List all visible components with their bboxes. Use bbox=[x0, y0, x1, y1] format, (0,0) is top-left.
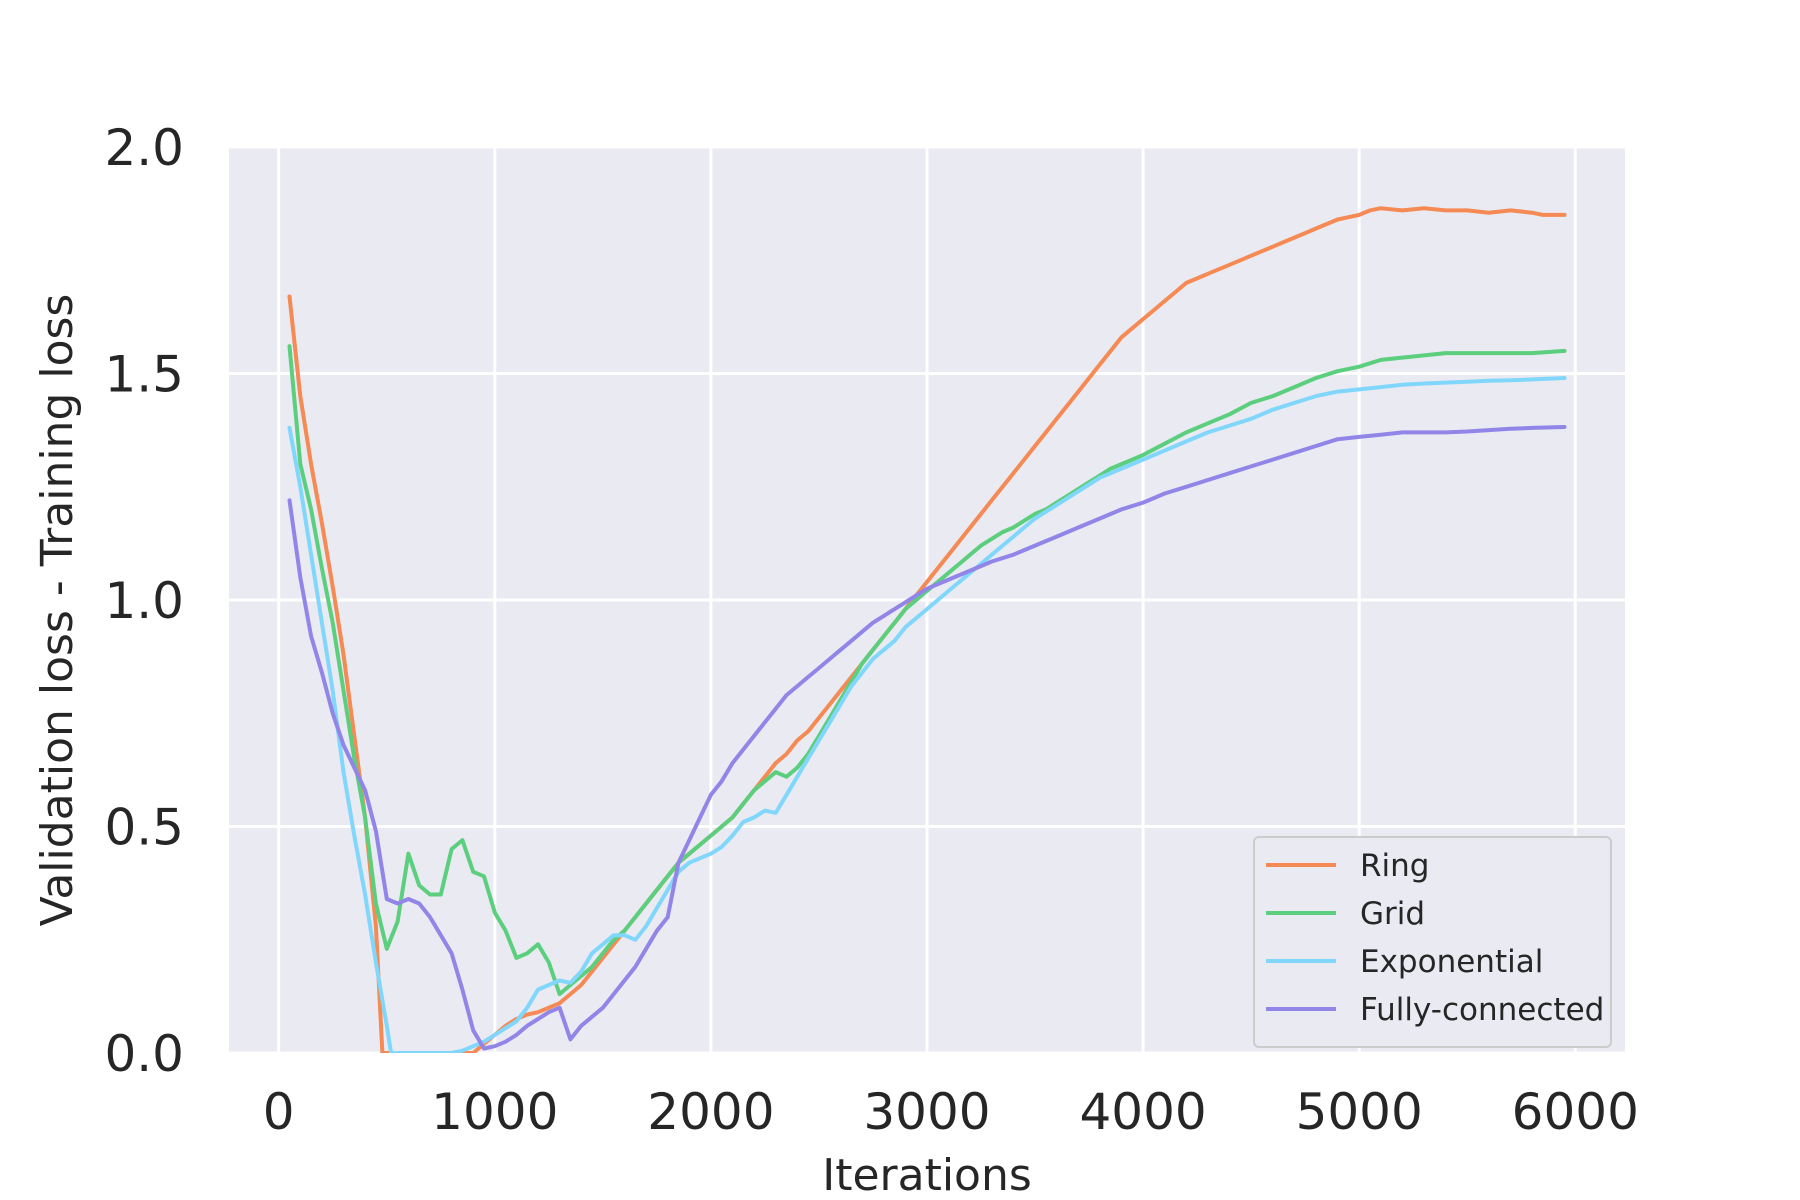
y-tick-label: 0.0 bbox=[104, 1025, 184, 1083]
legend-label: Grid bbox=[1360, 896, 1425, 932]
x-axis-label: Iterations bbox=[822, 1150, 1032, 1200]
y-tick-label: 1.0 bbox=[104, 572, 184, 630]
x-tick-label: 6000 bbox=[1512, 1083, 1639, 1141]
x-tick-label: 1000 bbox=[431, 1083, 558, 1141]
series-line-grid bbox=[287, 344, 1567, 997]
y-tick-label: 2.0 bbox=[104, 119, 184, 177]
x-tick-label: 4000 bbox=[1079, 1083, 1206, 1141]
y-tick-label: 1.5 bbox=[104, 346, 184, 404]
legend: Ring Grid Exponential Fully-connected bbox=[1253, 836, 1612, 1048]
series-line-ring bbox=[287, 206, 1567, 1053]
legend-label: Exponential bbox=[1360, 944, 1543, 980]
series-line-fully-connected bbox=[287, 425, 1567, 1051]
x-tick-label: 2000 bbox=[647, 1083, 774, 1141]
x-tick-label: 0 bbox=[263, 1083, 295, 1141]
series-lines bbox=[287, 206, 1567, 1053]
legend-label: Ring bbox=[1360, 848, 1429, 884]
legend-label: Fully-connected bbox=[1360, 992, 1604, 1028]
legend-box bbox=[1253, 836, 1612, 1048]
y-axis-label: Validation loss - Training loss bbox=[32, 294, 83, 927]
x-tick-label: 3000 bbox=[863, 1083, 990, 1141]
y-tick-label: 0.5 bbox=[104, 799, 184, 857]
x-tick-label: 5000 bbox=[1296, 1083, 1423, 1141]
tick-labels: 0 1000 2000 3000 4000 5000 6000 0.0 0.5 1.0 1.5 2.0 bbox=[104, 119, 1638, 1141]
